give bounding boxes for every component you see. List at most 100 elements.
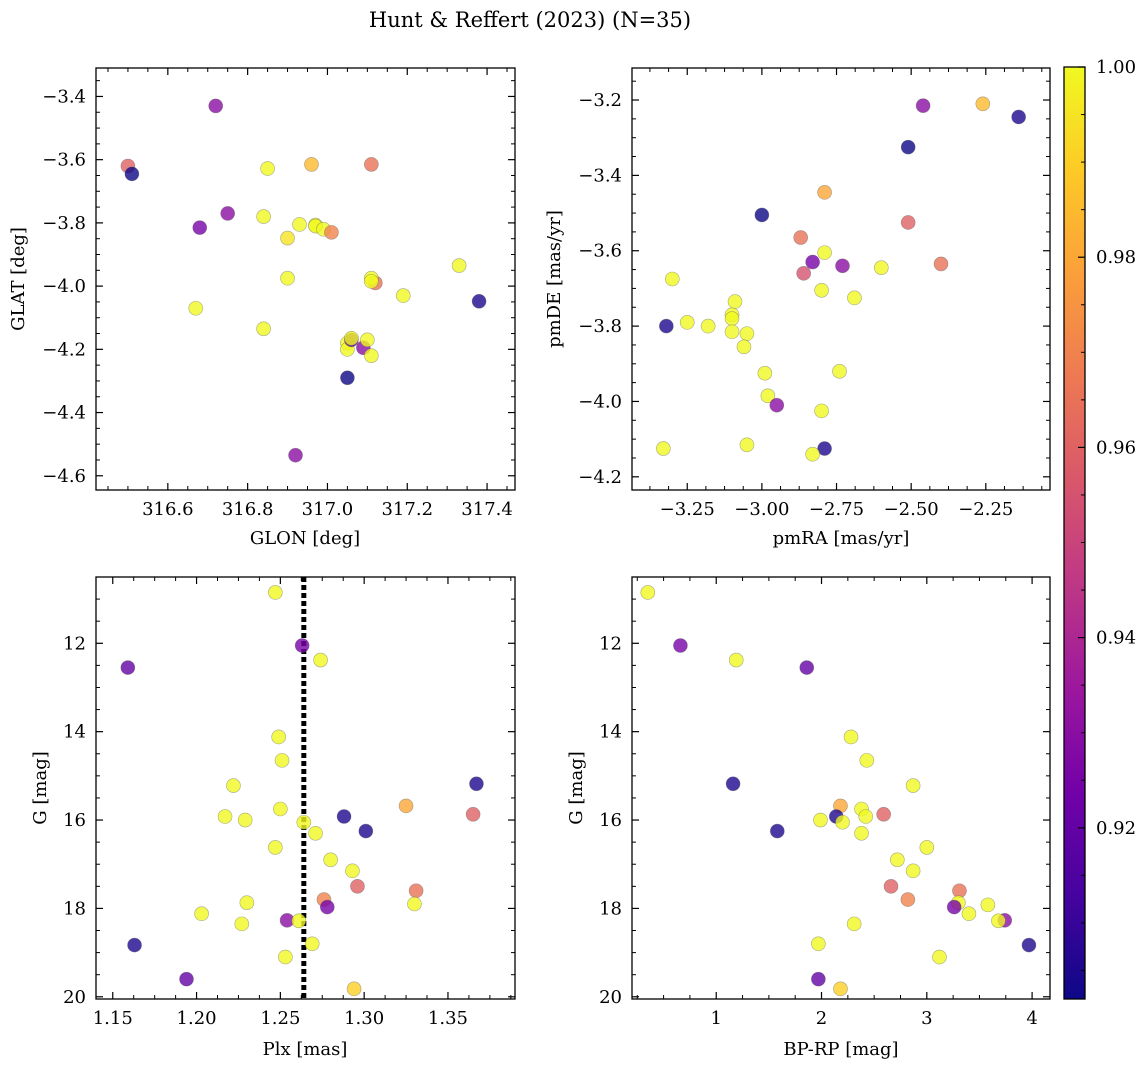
data-point [260, 161, 275, 176]
data-point [724, 311, 740, 326]
data-point [700, 318, 716, 334]
y-tick-label: −3.8 [42, 213, 86, 234]
data-point [900, 892, 916, 907]
y-axis-label: GLAT [deg] [8, 227, 29, 331]
data-point [358, 823, 374, 839]
x-tick-label: −3.25 [660, 499, 715, 520]
x-tick-label: −2.75 [809, 499, 864, 520]
y-tick-label: 12 [63, 633, 86, 654]
x-tick-label: 316.8 [222, 499, 274, 520]
data-point [256, 321, 271, 337]
y-tick-label: −3.6 [42, 150, 86, 171]
data-point [274, 753, 290, 768]
data-point [739, 326, 755, 341]
panel-glon-glat: 316.6 316.8 317.0 317.2 317.4 −4.6 −4.4 −4.2 −4.… [8, 67, 516, 549]
colorbar-frame [1063, 66, 1086, 1000]
data-point [817, 245, 832, 260]
axes-frame [631, 576, 1051, 1000]
data-point [268, 840, 283, 855]
x-tick-label: 3 [921, 1008, 932, 1029]
y-tick-label: 18 [63, 898, 86, 919]
data-point [739, 437, 755, 453]
data-point [814, 283, 829, 298]
data-point [665, 271, 680, 287]
x-axis-label: Plx [mas] [263, 1039, 348, 1060]
x-axis-label: pmRA [mas/yr] [773, 528, 910, 549]
data-point [273, 801, 288, 817]
data-point [811, 971, 826, 987]
data-point [364, 274, 379, 289]
data-point [364, 348, 379, 363]
data-point [799, 660, 815, 675]
y-tick-label: −4.0 [42, 276, 86, 297]
data-point [280, 270, 295, 286]
axes-frame [95, 576, 516, 1000]
data-point [727, 294, 743, 309]
data-point [296, 814, 312, 830]
data-point [946, 899, 962, 915]
colorbar-tick-label: 0.94 [1096, 628, 1136, 649]
data-point [120, 660, 136, 675]
y-tick-label: −4.6 [42, 466, 86, 487]
data-point [961, 906, 977, 922]
data-point [659, 318, 674, 334]
x-tick-label: 317.4 [461, 499, 513, 520]
y-tick-label: 20 [599, 987, 622, 1008]
x-tick-label: −2.25 [958, 499, 1013, 520]
data-point [805, 446, 820, 462]
colorbar-tick-label: 0.92 [1096, 818, 1136, 839]
y-tick-label: −3.2 [578, 90, 622, 111]
data-point [725, 776, 741, 792]
data-point [858, 809, 874, 824]
data-point [796, 266, 811, 281]
x-axis-label: GLON [deg] [250, 528, 360, 549]
data-point [179, 971, 194, 987]
y-tick-label: 12 [599, 633, 622, 654]
y-tick-label: 14 [63, 722, 86, 743]
data-point [1011, 109, 1026, 125]
data-point [679, 315, 695, 330]
data-point [292, 217, 307, 232]
data-point [239, 895, 255, 910]
y-tick-label: −3.8 [578, 316, 622, 337]
data-point [408, 883, 424, 899]
data-point [919, 840, 935, 855]
data-point [346, 981, 362, 997]
colorbar-tick-label: 0.98 [1096, 247, 1136, 268]
data-point [451, 258, 467, 273]
panel-plx-g: 1.15 1.20 1.25 1.30 1.35 12 14 16 18 20 Plx [mas] G… [30, 576, 516, 1060]
x-tick-label: 1.15 [93, 1008, 133, 1029]
data-point [256, 209, 271, 224]
data-point [760, 388, 776, 404]
panel-pmra-pmde: −3.25 −3.00 −2.75 −2.50 −2.25 −4.2 −4.0 −3.8 −3.… [544, 67, 1051, 549]
data-point [336, 809, 352, 824]
x-axis-label: BP-RP [mag] [783, 1039, 898, 1060]
data-point [656, 441, 671, 456]
data-point [345, 863, 360, 879]
figure-title: Hunt & Reffert (2023) (N=35) [369, 8, 691, 32]
data-point [226, 778, 241, 793]
data-point [673, 638, 688, 653]
data-point [835, 814, 850, 830]
data-point [194, 906, 209, 922]
data-point [859, 753, 875, 768]
x-tick-label: −2.50 [884, 499, 939, 520]
data-point [344, 330, 359, 346]
data-point [846, 916, 862, 932]
colorbar-tick-label: 1.00 [1096, 57, 1136, 78]
data-point [407, 896, 422, 912]
y-axis-label: pmDE [mas/yr] [544, 210, 565, 348]
data-point [915, 98, 931, 113]
data-point [876, 806, 891, 822]
x-tick-label: 1.25 [260, 1008, 300, 1029]
x-tick-label: 1 [711, 1008, 722, 1029]
data-point [360, 332, 375, 348]
colorbar-gradient [1064, 67, 1085, 999]
data-point [847, 290, 862, 306]
data-point [324, 225, 339, 240]
data-point [980, 897, 996, 913]
x-tick-label: −3.00 [734, 499, 789, 520]
y-tick-label: −4.0 [578, 391, 622, 412]
x-tick-label: 2 [816, 1008, 827, 1029]
